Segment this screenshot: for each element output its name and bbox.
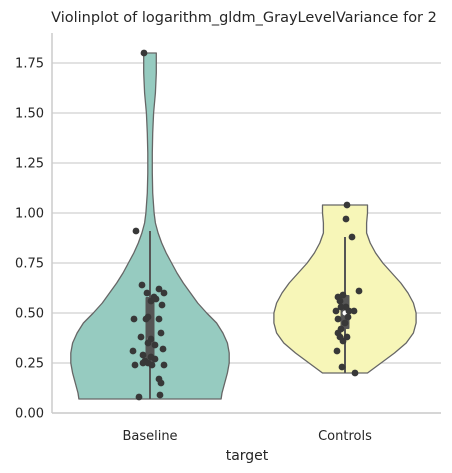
data-point xyxy=(335,316,342,323)
data-point xyxy=(340,338,347,345)
data-point xyxy=(141,50,148,57)
y-tick-label: 1.00 xyxy=(15,207,44,222)
data-point xyxy=(148,298,155,305)
data-point xyxy=(352,370,359,377)
data-point xyxy=(337,298,344,305)
y-tick-label: 0.25 xyxy=(15,357,44,372)
data-point xyxy=(160,346,167,353)
data-point xyxy=(345,314,352,321)
x-axis-title: target xyxy=(226,448,269,464)
data-point xyxy=(334,348,341,355)
y-tick-label: 1.75 xyxy=(15,57,44,72)
y-tick-label: 0.00 xyxy=(15,407,44,422)
data-point xyxy=(149,362,156,369)
y-tick-label: 0.50 xyxy=(15,307,44,322)
data-point xyxy=(144,290,151,297)
x-tick-label: Baseline xyxy=(122,429,177,444)
y-tick-label: 1.50 xyxy=(15,107,44,122)
data-point xyxy=(340,292,347,299)
data-point xyxy=(131,316,138,323)
data-point xyxy=(343,216,350,223)
data-point xyxy=(156,316,163,323)
data-point xyxy=(152,356,159,363)
data-point xyxy=(161,290,168,297)
data-point xyxy=(145,314,152,321)
y-tick-label: 1.25 xyxy=(15,157,44,172)
data-point xyxy=(158,380,165,387)
data-point xyxy=(333,308,340,315)
data-point xyxy=(342,320,349,327)
data-point xyxy=(351,308,358,315)
data-point xyxy=(339,364,346,371)
data-point xyxy=(152,342,159,349)
y-tick-label: 0.75 xyxy=(15,257,44,272)
x-tick-label: Controls xyxy=(318,429,372,444)
data-point xyxy=(130,348,137,355)
data-point xyxy=(158,330,165,337)
data-point xyxy=(133,228,140,235)
data-point xyxy=(136,394,143,401)
data-point xyxy=(145,340,152,347)
data-point xyxy=(159,302,166,309)
data-point xyxy=(139,282,146,289)
data-point xyxy=(138,334,145,341)
chart-title: Violinplot of logarithm_gldm_GrayLevelVa… xyxy=(51,10,437,26)
data-point xyxy=(140,352,147,359)
data-point xyxy=(344,202,351,209)
data-point xyxy=(356,288,363,295)
violins xyxy=(71,53,416,399)
data-point xyxy=(349,234,356,241)
data-point xyxy=(140,360,147,367)
data-point xyxy=(132,362,139,369)
data-point xyxy=(161,362,168,369)
data-point xyxy=(157,392,164,399)
